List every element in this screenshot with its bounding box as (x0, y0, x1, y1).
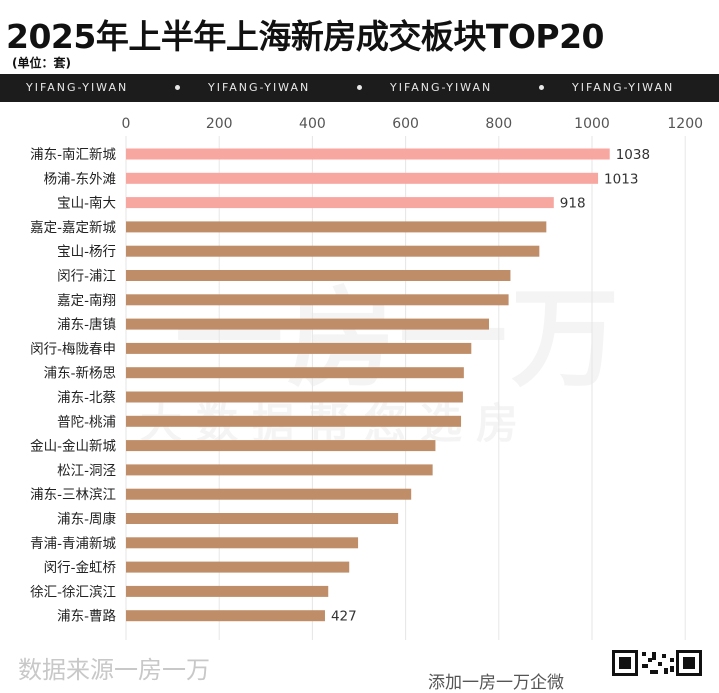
category-label: 宝山-杨行 (57, 244, 116, 260)
category-label: 浦东-北蔡 (57, 390, 116, 406)
x-tick-label: 800 (485, 116, 512, 132)
category-label: 徐汇-徐汇滨江 (30, 584, 116, 600)
unit-label: (单位：套) (12, 56, 71, 70)
bar (126, 148, 610, 160)
category-label: 杨浦-东外滩 (44, 171, 116, 187)
category-label: 闵行-浦江 (57, 269, 116, 285)
category-label: 浦东-南汇新城 (30, 147, 116, 163)
x-tick-label: 600 (392, 116, 419, 132)
bar (126, 367, 464, 379)
data-label: 1013 (604, 171, 638, 187)
data-label: 918 (560, 196, 586, 212)
band-text-1: YIFANG-YIWAN (26, 81, 129, 94)
category-label: 松江-洞泾 (57, 463, 116, 479)
bar (126, 561, 350, 573)
category-label: 闵行-梅陇春申 (30, 341, 116, 357)
bar (126, 440, 436, 452)
bar (126, 294, 509, 306)
band-text-2: YIFANG-YIWAN (208, 81, 311, 94)
category-label: 浦东-新杨思 (44, 366, 116, 382)
x-tick-label: 200 (206, 116, 233, 132)
bar (126, 318, 490, 330)
contact-text: 添加一房一万企微 (428, 673, 564, 693)
category-label: 闵行-金虹桥 (44, 560, 117, 576)
band-text-3: YIFANG-YIWAN (390, 81, 493, 94)
x-tick-label: 400 (299, 116, 326, 132)
data-label: 1038 (616, 147, 650, 163)
category-label: 浦东-唐镇 (57, 316, 116, 333)
bar (126, 197, 554, 209)
category-label: 浦东-周康 (57, 511, 116, 528)
data-source: 数据来源一房一万 (18, 656, 210, 684)
bar (126, 270, 511, 281)
bar-chart: 0 200 400 600 800 1000 1200 浦东-南汇新城 1038 杨浦-东外滩 10… (30, 116, 703, 640)
bar (126, 585, 329, 597)
category-label: 青浦-青浦新城 (30, 536, 116, 552)
category-label: 嘉定-南翔 (57, 293, 116, 309)
band-dot-2 (357, 85, 362, 90)
data-label: 427 (331, 609, 357, 625)
x-tick-label: 1000 (574, 116, 610, 132)
bar (126, 391, 463, 403)
bar (126, 342, 472, 354)
page-title: 2025年上半年上海新房成交板块TOP20 (6, 17, 605, 56)
bar (126, 245, 540, 257)
bar (126, 513, 399, 524)
brand-band: YIFANG-YIWAN YIFANG-YIWAN YIFANG-YIWAN Y… (0, 74, 719, 102)
band-dot-3 (539, 85, 544, 90)
band-dot-1 (175, 85, 180, 90)
bar (126, 610, 325, 622)
bar (126, 464, 433, 476)
bar (126, 172, 599, 184)
x-tick-label: 1200 (667, 116, 703, 132)
category-label: 宝山-南大 (57, 196, 116, 212)
bar (126, 488, 412, 500)
qr-code-icon[interactable] (612, 648, 702, 678)
band-text-4: YIFANG-YIWAN (572, 81, 675, 94)
category-label: 普陀-桃浦 (57, 414, 116, 430)
bar (126, 221, 547, 233)
category-label: 金山-金山新城 (30, 439, 116, 455)
bar (126, 537, 359, 549)
bar (126, 415, 462, 427)
category-label: 嘉定-嘉定新城 (30, 220, 116, 236)
category-label: 浦东-曹路 (57, 609, 116, 625)
x-tick-label: 0 (122, 116, 131, 132)
category-label: 浦东-三林滨江 (30, 487, 116, 503)
